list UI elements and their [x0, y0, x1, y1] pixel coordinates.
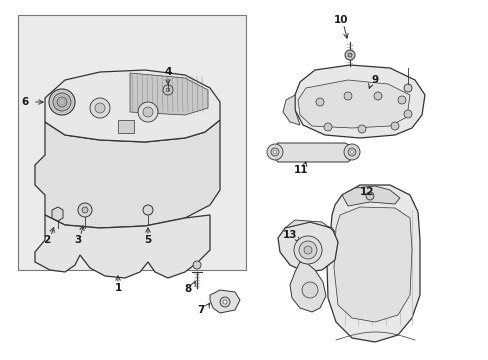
Text: 7: 7	[197, 305, 204, 315]
Circle shape	[142, 205, 153, 215]
Polygon shape	[45, 70, 220, 142]
Circle shape	[324, 123, 331, 131]
Text: 5: 5	[144, 235, 151, 245]
Polygon shape	[278, 222, 337, 272]
Polygon shape	[294, 65, 424, 138]
Polygon shape	[35, 215, 209, 278]
Circle shape	[138, 102, 158, 122]
Circle shape	[223, 300, 226, 304]
Polygon shape	[333, 207, 411, 322]
Circle shape	[82, 207, 88, 213]
Circle shape	[90, 98, 110, 118]
Circle shape	[343, 144, 359, 160]
Polygon shape	[283, 95, 299, 125]
Circle shape	[165, 88, 170, 92]
Bar	[118, 120, 134, 133]
Circle shape	[220, 297, 229, 307]
Text: 13: 13	[282, 230, 297, 240]
Polygon shape	[35, 120, 220, 228]
Text: 12: 12	[359, 187, 373, 197]
Circle shape	[403, 84, 411, 92]
Circle shape	[163, 85, 173, 95]
Circle shape	[347, 53, 351, 57]
Text: 3: 3	[74, 235, 81, 245]
Text: 8: 8	[184, 284, 191, 294]
Circle shape	[49, 89, 75, 115]
Polygon shape	[341, 186, 399, 206]
Circle shape	[266, 144, 283, 160]
Circle shape	[273, 150, 276, 153]
Text: 6: 6	[21, 97, 29, 107]
Text: 10: 10	[333, 15, 347, 25]
Circle shape	[397, 96, 405, 104]
Circle shape	[298, 241, 316, 259]
Circle shape	[343, 92, 351, 100]
Circle shape	[357, 125, 365, 133]
Polygon shape	[209, 290, 240, 313]
Circle shape	[53, 93, 71, 111]
Circle shape	[293, 236, 321, 264]
Circle shape	[365, 192, 373, 200]
Circle shape	[315, 98, 324, 106]
Polygon shape	[271, 143, 354, 162]
Text: 9: 9	[371, 75, 378, 85]
Text: 11: 11	[293, 165, 307, 175]
Circle shape	[78, 203, 92, 217]
Circle shape	[57, 97, 67, 107]
Circle shape	[345, 50, 354, 60]
Circle shape	[347, 148, 355, 156]
Polygon shape	[285, 220, 334, 232]
Circle shape	[373, 92, 381, 100]
Text: 2: 2	[43, 235, 51, 245]
Polygon shape	[52, 207, 63, 221]
Bar	[18, 15, 245, 270]
Circle shape	[302, 282, 317, 298]
Polygon shape	[289, 262, 325, 312]
Polygon shape	[130, 73, 207, 115]
Circle shape	[403, 110, 411, 118]
Circle shape	[350, 150, 353, 153]
Circle shape	[304, 246, 311, 254]
Text: 1: 1	[114, 283, 122, 293]
Circle shape	[270, 148, 279, 156]
Polygon shape	[297, 80, 409, 128]
Circle shape	[95, 103, 105, 113]
Circle shape	[390, 122, 398, 130]
Polygon shape	[326, 185, 419, 342]
Text: 4: 4	[164, 67, 171, 77]
Circle shape	[142, 107, 153, 117]
Circle shape	[193, 261, 201, 269]
